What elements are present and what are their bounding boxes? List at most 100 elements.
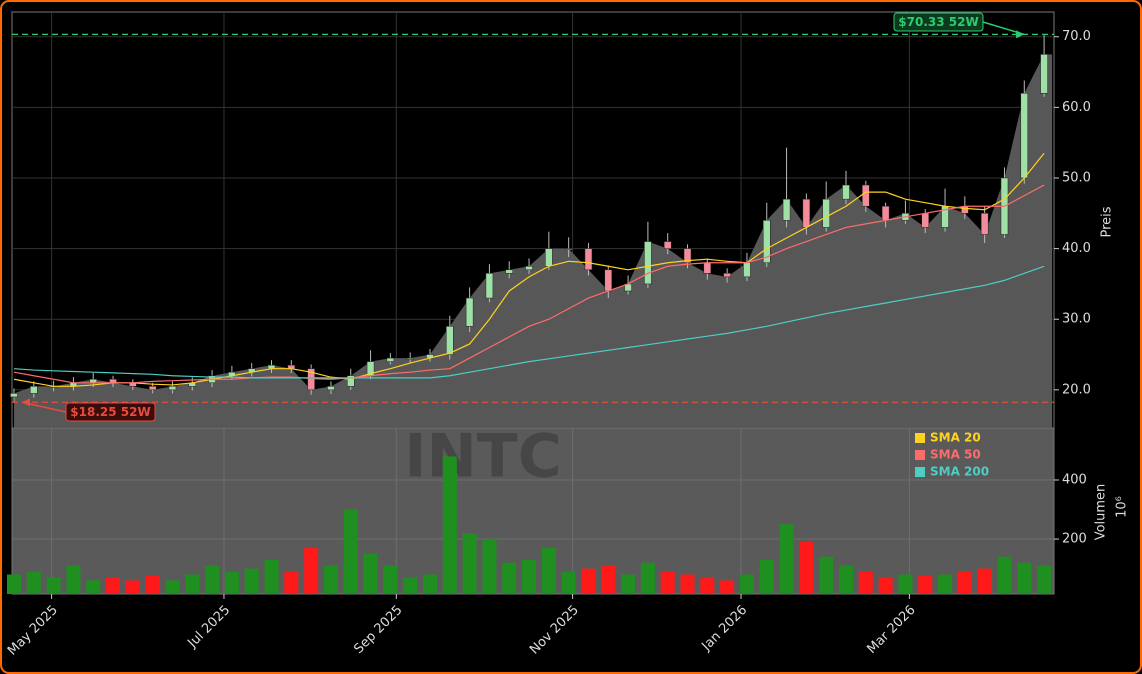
sma-line: [13, 265, 1045, 379]
y-axis-label: Volumen: [1094, 484, 1109, 541]
candle-body: [1020, 92, 1029, 179]
y-tick-label: 60.0: [1062, 100, 1091, 115]
volume-bar: [66, 565, 81, 594]
volume-bar: [858, 571, 873, 594]
volume-bar: [343, 509, 358, 594]
legend-swatch: [915, 467, 925, 477]
volume-bar: [205, 565, 220, 594]
legend-swatch: [915, 450, 925, 460]
candle-body: [30, 386, 38, 394]
candle-body: [723, 273, 731, 278]
candle-body: [663, 241, 672, 249]
volume-bar: [403, 577, 418, 594]
volume-bar: [720, 580, 735, 594]
volume-bar: [838, 565, 853, 594]
candle-body: [822, 198, 830, 228]
y-tick-label: 20.0: [1062, 382, 1091, 397]
annotation-arrowhead: [1016, 30, 1025, 39]
candle-body: [465, 297, 474, 327]
candle-body: [802, 198, 811, 228]
y-tick-label: 400: [1062, 472, 1087, 487]
candle-body: [327, 386, 335, 391]
volume-bar: [1017, 562, 1032, 594]
volume-bar: [759, 559, 774, 594]
volume-bar: [442, 456, 457, 594]
candle-body: [881, 205, 890, 221]
volume-bar: [938, 574, 953, 594]
volume-bar: [482, 539, 497, 594]
volume-bar: [898, 574, 913, 594]
volume-bar: [561, 571, 576, 594]
annotation-arrowhead: [22, 398, 30, 407]
candle-body: [545, 248, 553, 267]
candle-body: [644, 241, 652, 285]
volume-bar: [700, 577, 715, 594]
candle-body: [564, 248, 573, 250]
volume-bar: [522, 559, 537, 594]
candle-body: [743, 262, 751, 278]
y-tick-label: 50.0: [1062, 170, 1091, 185]
candle-body: [683, 248, 692, 263]
volume-bar: [878, 577, 893, 594]
candle-body: [961, 205, 969, 214]
volume-bar: [601, 565, 616, 594]
volume-bar: [323, 565, 338, 594]
sma-line: [13, 184, 1045, 384]
volume-bar: [46, 577, 61, 594]
watermark: INTC: [404, 422, 562, 492]
y-tick-label: 200: [1062, 532, 1087, 547]
annotation-label: $70.33 52W: [898, 15, 978, 29]
volume-bar: [640, 562, 655, 594]
volume-bar: [957, 571, 972, 594]
volume-bar: [1037, 565, 1052, 594]
legend-swatch: [915, 433, 925, 443]
y-axis-unit: 10⁶: [1115, 496, 1130, 518]
candle-body: [485, 273, 494, 299]
candle-body: [862, 184, 870, 207]
y-tick-label: 30.0: [1062, 312, 1091, 327]
candle-body: [584, 248, 593, 271]
volume-bar: [819, 556, 834, 594]
volume-bar: [363, 553, 378, 594]
candle-body: [346, 375, 355, 387]
legend-label: SMA 200: [930, 465, 989, 479]
candle-body: [1040, 54, 1048, 94]
y-axis-label: Preis: [1100, 206, 1115, 237]
volume-bar: [383, 565, 398, 594]
candle-body: [525, 266, 533, 271]
candle-body: [782, 198, 791, 221]
candle-body: [604, 269, 613, 292]
volume-bar: [997, 556, 1012, 594]
candle-body: [842, 184, 850, 200]
volume-bar: [125, 580, 140, 594]
volume-bar: [244, 568, 259, 594]
volume-bar: [106, 577, 121, 594]
candle-body: [763, 220, 771, 263]
volume-bar: [581, 568, 596, 594]
candle-body: [980, 213, 989, 235]
candle-body: [505, 269, 513, 274]
y-tick-label: 40.0: [1062, 241, 1091, 256]
candle-body: [921, 213, 929, 228]
price-area: [13, 54, 1053, 428]
candle-body: [10, 393, 18, 398]
legend-label: SMA 20: [930, 431, 981, 445]
volume-bar: [422, 574, 437, 594]
candle-body: [703, 262, 712, 274]
annotation-label: $18.25 52W: [70, 405, 150, 419]
volume-bar: [264, 559, 279, 594]
candle-body: [148, 386, 157, 391]
candle-body: [168, 386, 177, 391]
volume-bar: [224, 571, 239, 594]
volume-bar: [799, 542, 814, 594]
candle-body: [406, 357, 414, 360]
volume-bar: [185, 574, 200, 594]
volume-bar: [977, 568, 992, 594]
volume-bar: [462, 533, 477, 594]
volume-bar: [621, 574, 636, 594]
sma-line: [13, 152, 1045, 387]
volume-bar: [86, 580, 101, 594]
y-tick-label: 70.0: [1062, 29, 1091, 44]
volume-bar: [26, 571, 41, 594]
